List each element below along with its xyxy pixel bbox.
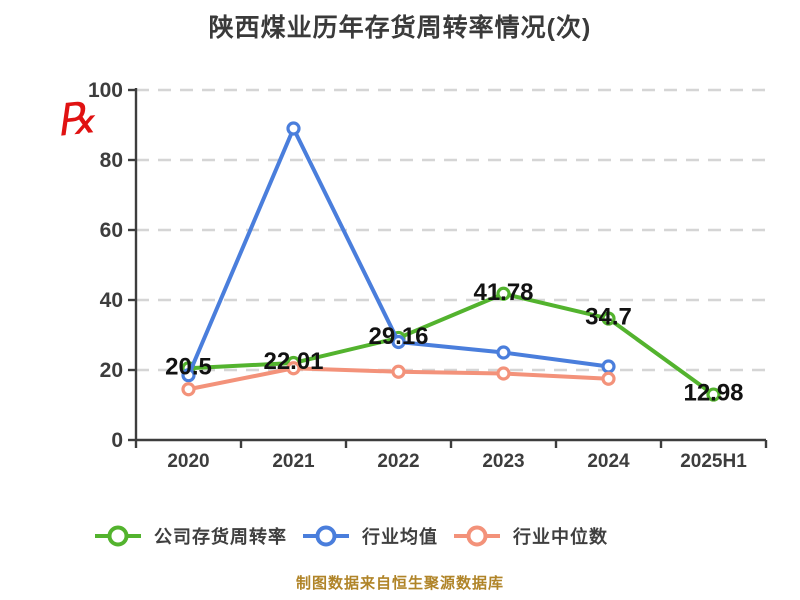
x-tick-label: 2021	[272, 451, 315, 472]
y-tick-label: 100	[88, 79, 123, 102]
series-marker-1	[391, 334, 406, 350]
series-marker-2	[286, 361, 301, 376]
x-tick-label: 2023	[482, 451, 524, 472]
chart-title: 陕西煤业历年存货周转率情况(次)	[208, 14, 592, 42]
legend-label-industry-median: 行业中位数	[513, 527, 608, 547]
legend: 公司存货周转率 行业均值 行业中位数	[95, 523, 608, 549]
x-tick-label: 2022	[377, 451, 419, 472]
x-tick-label: 2024	[587, 451, 630, 472]
series-marker-0	[601, 311, 616, 326]
series-marker-2	[181, 382, 196, 397]
data-label: 22.01	[263, 348, 323, 375]
legend-item-industry-median: 行业中位数	[454, 523, 608, 549]
y-tick-label: 80	[100, 149, 123, 172]
legend-item-company: 公司存货周转率	[95, 523, 287, 549]
data-label: 12.98	[683, 380, 743, 407]
data-label: 34.7	[585, 304, 632, 331]
legend-line-dot-icon	[95, 525, 141, 547]
series-marker-1	[601, 359, 616, 374]
series-line-0	[186, 291, 716, 397]
legend-line-dot-icon	[303, 525, 349, 547]
y-tick-label: 20	[100, 359, 123, 382]
series-marker-0	[706, 387, 721, 402]
legend-label-industry-mean: 行业均值	[362, 527, 438, 547]
series-marker-2	[601, 371, 616, 386]
series-marker-1	[181, 368, 196, 383]
data-label: 29.16	[368, 323, 428, 350]
x-tick-label: 2025H1	[680, 451, 747, 472]
legend-item-industry-mean: 行业均值	[303, 523, 438, 549]
series-marker-0	[496, 286, 511, 301]
series-marker-1	[496, 345, 511, 360]
data-label: 20.5	[165, 353, 212, 380]
series-marker-2	[496, 366, 511, 381]
series-marker-1	[286, 121, 301, 136]
y-tick-label: 60	[100, 219, 123, 242]
y-tick-label: 40	[100, 289, 123, 312]
legend-label-company: 公司存货周转率	[154, 527, 287, 547]
x-tick-label: 2020	[167, 451, 209, 472]
legend-line-dot-icon	[454, 525, 500, 547]
data-source-credit: 制图数据来自恒生聚源数据库	[295, 575, 504, 592]
data-label: 41.78	[473, 279, 533, 306]
y-tick-label: 0	[111, 429, 123, 452]
series-marker-2	[391, 364, 406, 379]
